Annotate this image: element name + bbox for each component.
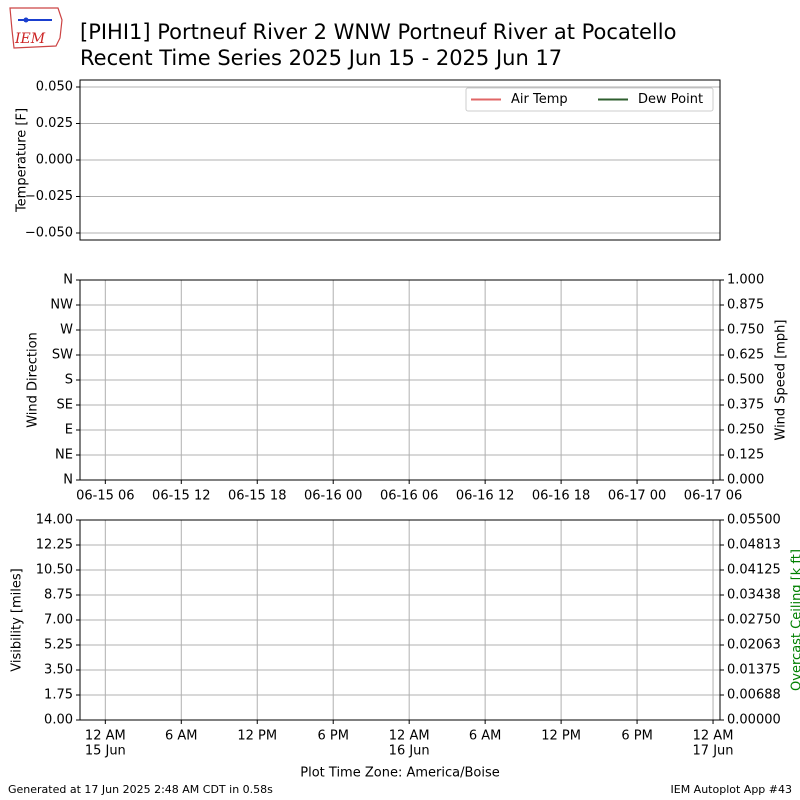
x-tick-label: 17 Jun	[693, 744, 734, 759]
y2-tick-label: 0.125	[727, 448, 764, 463]
x-tick-label: 12 PM	[237, 729, 277, 744]
y2-tick-label: 0.875	[727, 298, 764, 313]
y-tick-label: 10.50	[36, 563, 73, 578]
y-tick-label: 12.25	[36, 538, 73, 553]
y-tick-label: 0.00	[44, 713, 73, 728]
footer-right: IEM Autoplot App #43	[671, 783, 793, 796]
y-tick-label: 0.050	[36, 80, 73, 95]
y-axis-label: Temperature [F]	[15, 108, 30, 213]
footer-left: Generated at 17 Jun 2025 2:48 AM CDT in …	[8, 783, 273, 796]
logo-dot	[23, 17, 29, 23]
y-tick-label: E	[65, 423, 73, 438]
logo-text: IEM	[14, 31, 46, 47]
x-tick-label: 06-16 00	[304, 489, 362, 504]
y2-tick-label: 0.02063	[727, 638, 781, 653]
y2-axis-label: Wind Speed [mph]	[774, 320, 789, 441]
y2-tick-label: 1.000	[727, 273, 764, 288]
y-tick-label: −0.025	[25, 189, 73, 204]
plot-frame	[79, 519, 721, 721]
y-axis-label: Visibility [miles]	[10, 568, 25, 671]
y-tick-label: 3.50	[44, 663, 73, 678]
x-tick-label: 06-17 00	[608, 489, 666, 504]
legend-label: Air Temp	[511, 92, 568, 107]
y-tick-label: SE	[57, 398, 73, 413]
y-tick-label: W	[60, 323, 73, 338]
y-tick-label: 8.75	[44, 588, 73, 603]
subtitle: Recent Time Series 2025 Jun 15 - 2025 Ju…	[80, 46, 562, 70]
x-tick-label: 06-16 12	[456, 489, 514, 504]
x-tick-label: 6 PM	[621, 729, 652, 744]
y2-tick-label: 0.000	[727, 473, 764, 488]
plot-frame	[79, 279, 721, 481]
logo-shape	[9, 7, 63, 49]
y-tick-label: SW	[52, 348, 73, 363]
y2-tick-label: 0.375	[727, 398, 764, 413]
y2-tick-label: 0.00688	[727, 688, 781, 703]
y-tick-label: 0.000	[36, 153, 73, 168]
x-tick-label: 12 AM	[389, 729, 430, 744]
y-tick-label: 0.025	[36, 116, 73, 131]
plot-frame	[79, 79, 721, 241]
x-tick-label: 6 AM	[165, 729, 198, 744]
x-tick-label: 06-17 06	[684, 489, 742, 504]
y2-tick-label: 0.04125	[727, 563, 781, 578]
y-axis-label: Wind Direction	[26, 332, 41, 428]
y-tick-label: N	[63, 473, 73, 488]
x-tick-label: 12 AM	[693, 729, 734, 744]
x-tick-label: 06-16 18	[532, 489, 590, 504]
x-tick-label: 06-15 12	[152, 489, 210, 504]
x-tick-label: 16 Jun	[389, 744, 430, 759]
y-tick-label: 14.00	[36, 513, 73, 528]
x-tick-label: 06-15 18	[228, 489, 286, 504]
y2-tick-label: 0.04813	[727, 538, 781, 553]
logo: IEM	[9, 7, 63, 49]
legend-label: Dew Point	[638, 92, 703, 107]
y2-tick-label: 0.01375	[727, 663, 781, 678]
y-tick-label: 5.25	[44, 638, 73, 653]
y2-tick-label: 0.250	[727, 423, 764, 438]
y2-tick-label: 0.03438	[727, 588, 781, 603]
y-tick-label: S	[65, 373, 73, 388]
y2-tick-label: 0.00000	[727, 713, 781, 728]
x-tick-label: 06-16 06	[380, 489, 438, 504]
title: [PIHI1] Portneuf River 2 WNW Portneuf Ri…	[80, 20, 676, 44]
x-tick-label: 6 PM	[317, 729, 348, 744]
y2-tick-label: 0.750	[727, 323, 764, 338]
y2-tick-label: 0.625	[727, 348, 764, 363]
y2-axis-label: Overcast Ceiling [k ft]	[790, 549, 800, 691]
y-tick-label: NW	[50, 298, 73, 313]
y-tick-label: N	[63, 273, 73, 288]
y-tick-label: NE	[55, 448, 73, 463]
y-tick-label: 7.00	[44, 613, 73, 628]
y2-tick-label: 0.500	[727, 373, 764, 388]
x-axis-label: Plot Time Zone: America/Boise	[300, 766, 499, 781]
y2-tick-label: 0.02750	[727, 613, 781, 628]
x-tick-label: 06-15 06	[76, 489, 134, 504]
x-tick-label: 12 AM	[85, 729, 126, 744]
x-tick-label: 12 PM	[541, 729, 581, 744]
y2-tick-label: 0.05500	[727, 513, 781, 528]
x-tick-label: 6 AM	[469, 729, 502, 744]
y-tick-label: 1.75	[44, 688, 73, 703]
x-tick-label: 15 Jun	[85, 744, 126, 759]
legend-box	[465, 87, 714, 112]
y-tick-label: −0.050	[25, 225, 73, 240]
